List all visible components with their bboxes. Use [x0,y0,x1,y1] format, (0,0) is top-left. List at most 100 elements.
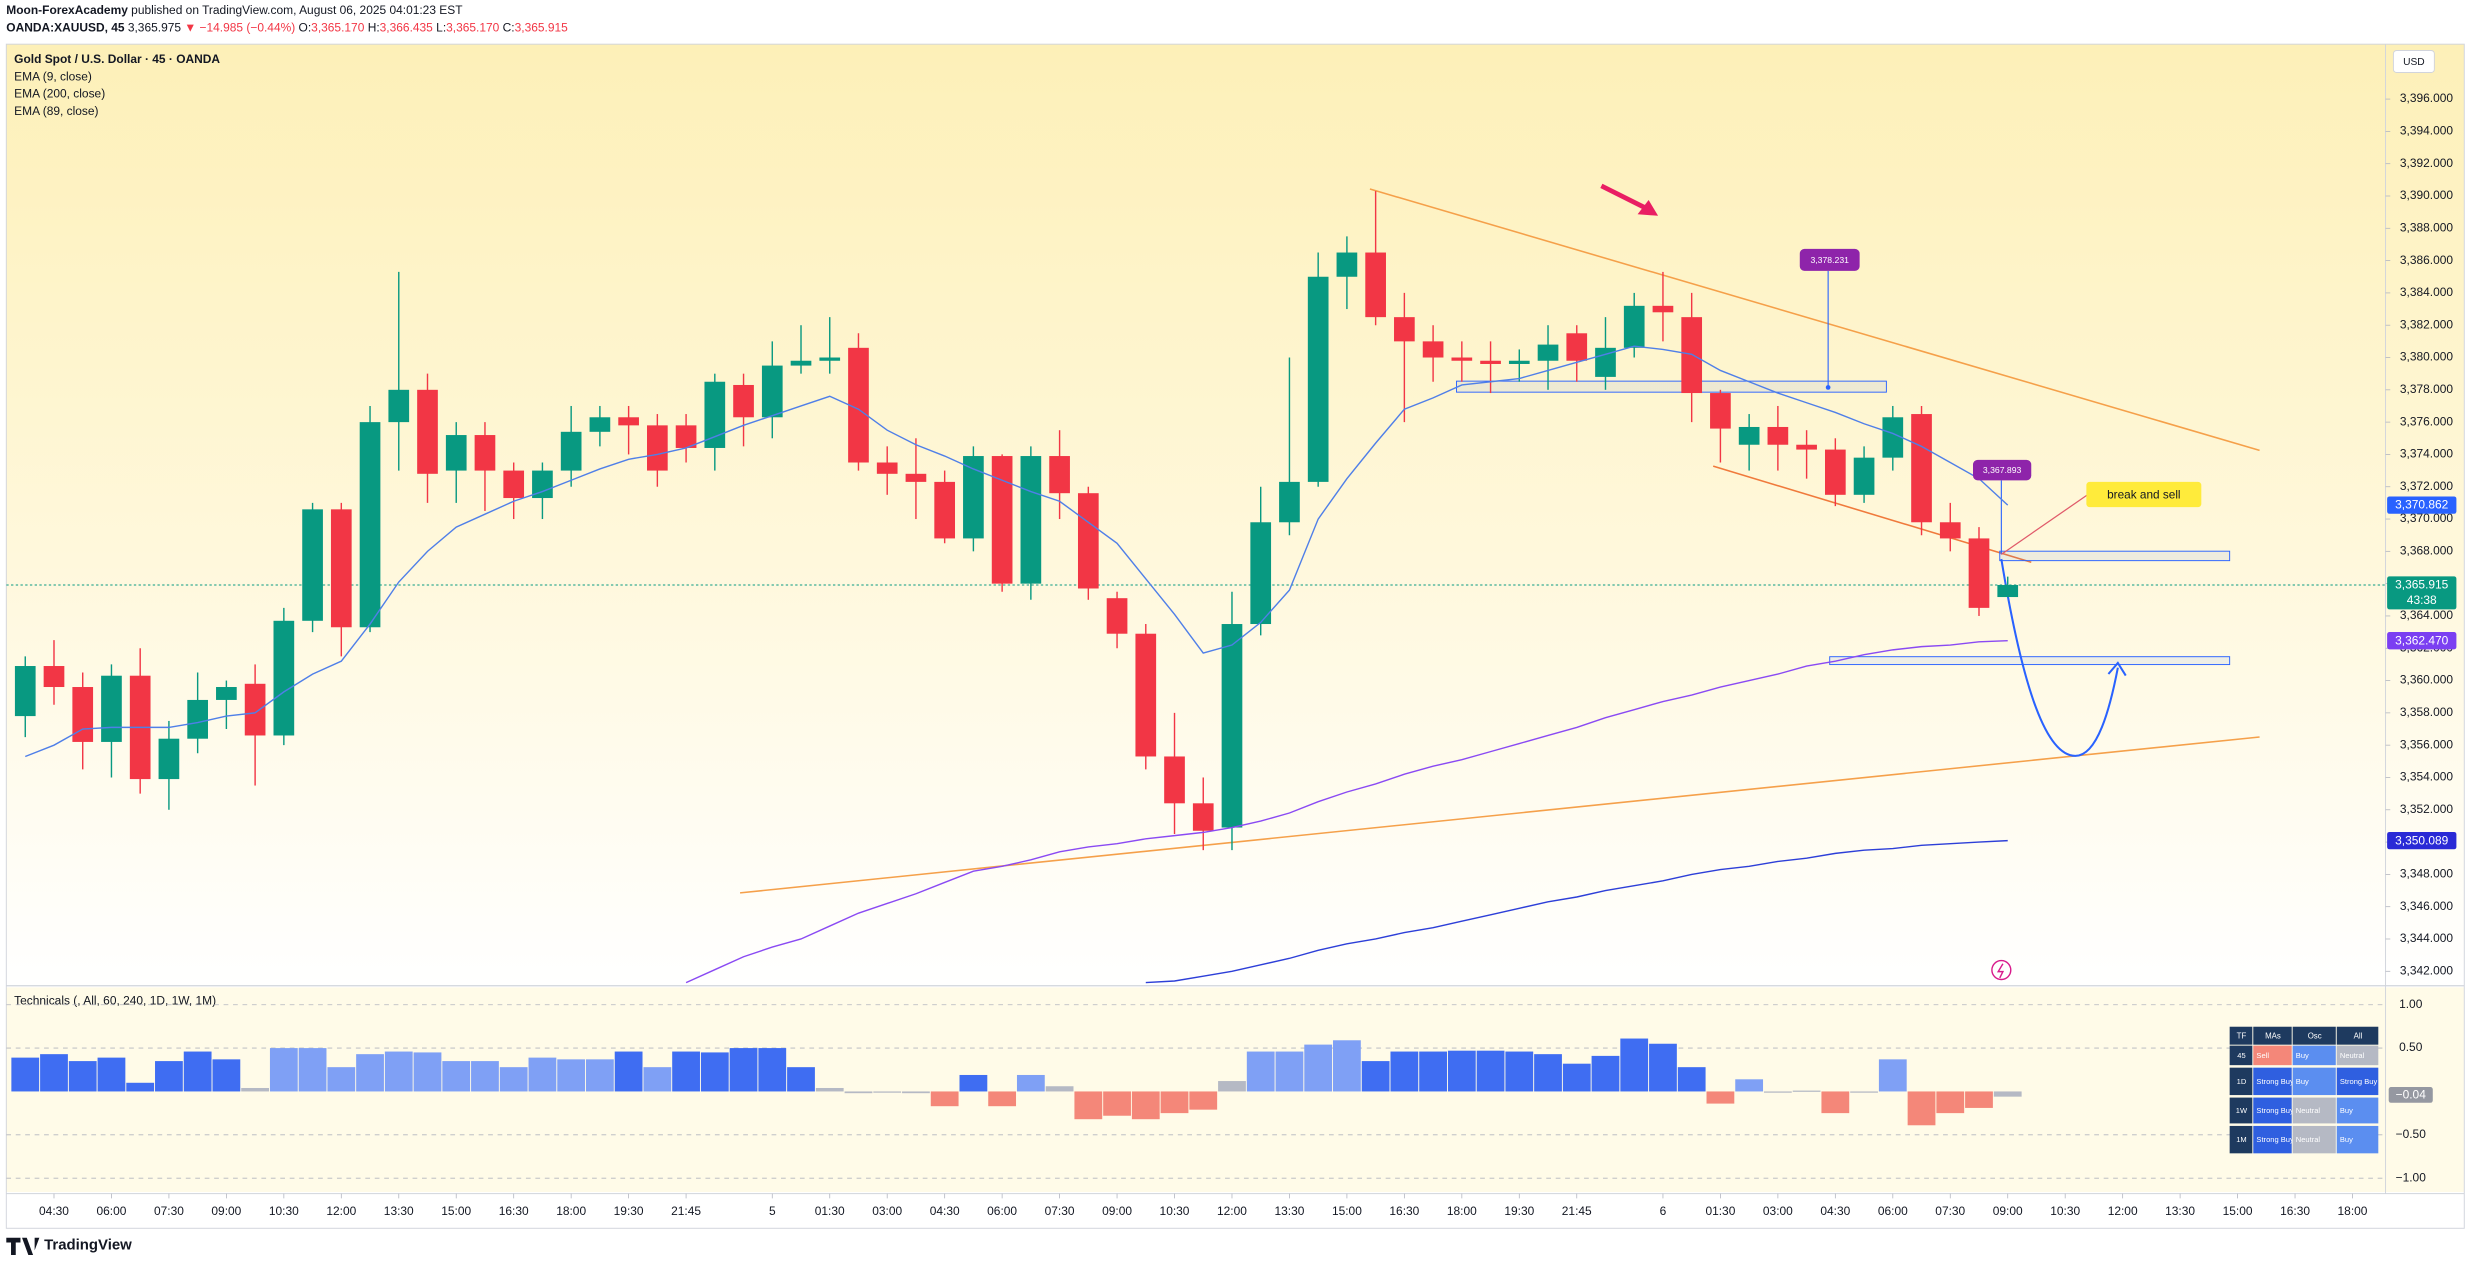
bar [700,1052,729,1092]
candle-body [187,699,208,739]
x-tick-label: 5 [769,1204,776,1218]
candle-body [761,365,783,418]
legend-entry: EMA (89, close) [14,104,98,118]
bar [40,1054,68,1092]
logo [6,1237,40,1256]
zone [1456,380,1887,393]
candle-body [1939,522,1961,539]
price-label-box [2387,632,2457,650]
table-cell [2292,1045,2336,1066]
table-cell [2336,1097,2379,1124]
y-tick-label: 3,342.000 [2400,963,2454,977]
zone [1999,550,2231,562]
candle-body [1623,305,1645,348]
bar [1821,1091,1850,1114]
x-tick-label: 13:30 [384,1204,414,1218]
table-cell-text: Neutral [2340,1051,2365,1060]
trendline [739,736,2260,894]
table-cell-text: Strong Buy [2256,1106,2294,1115]
bar [1505,1051,1534,1092]
candle-body [1652,305,1674,313]
bar [126,1082,155,1092]
table-cell [2229,1125,2253,1154]
ema-line [1145,839,2008,984]
table-cell-text: Buy [2340,1135,2353,1144]
candle-body [1882,417,1904,458]
table-cell [2292,1125,2336,1154]
x-tick-label: 15:00 [441,1204,471,1218]
candle-body [1077,493,1099,589]
x-tick-label: 16:30 [499,1204,529,1218]
table-cell [2253,1045,2292,1066]
candle-body [790,360,812,366]
bar [1649,1043,1677,1092]
trendline [1369,188,2260,452]
x-tick-label: 21:45 [671,1204,701,1218]
candle-body [1710,393,1731,429]
candle-body [1824,449,1846,495]
x-tick-label: 19:30 [1504,1204,1534,1218]
bar [1189,1091,1218,1110]
bar [183,1051,212,1092]
currency-box[interactable] [2392,49,2435,73]
candle-body [1968,538,1990,608]
published: published on TradingView.com, August 06,… [131,3,463,17]
bar [1160,1091,1189,1114]
bar [1936,1091,1965,1114]
table-cell [2229,1045,2253,1066]
bar [557,1059,586,1092]
candle-body [1537,344,1559,361]
x-tick-label: 09:00 [1102,1204,1132,1218]
bar [787,1067,815,1092]
x-tick-label: 19:30 [614,1204,644,1218]
candle-body [733,384,754,418]
bar [959,1074,988,1092]
ohlc-label: O: [299,21,312,35]
candle-body [1250,522,1272,625]
candle-body [560,431,582,471]
callout-dot [1825,385,1831,390]
event-icon[interactable] [1991,959,2012,981]
candle-body [1279,481,1300,523]
last-price: 3,365.975 [128,21,182,35]
bar [528,1057,557,1092]
table-cell-text: 1D [2237,1077,2247,1086]
bar [1965,1091,1993,1108]
bar [844,1091,873,1094]
table-cell [2336,1125,2379,1154]
bar [1275,1051,1304,1092]
bar [68,1061,97,1092]
table-cell [2336,1067,2379,1096]
y-tick-label: 3,392.000 [2400,156,2454,170]
price-label: 3,362.470 [2395,633,2449,647]
x-tick-label: 09:00 [211,1204,241,1218]
bar [1131,1091,1160,1120]
x-tick-label: 01:30 [815,1204,845,1218]
candle-body [330,509,352,628]
x-tick-label: 13:30 [2165,1204,2195,1218]
bar [1419,1051,1447,1092]
candle-body [1049,456,1070,494]
candle-body [704,381,726,448]
candle-body [445,435,467,471]
y-tick-label: 3,346.000 [2400,899,2454,913]
candle-body [675,425,697,448]
x-tick-label: 04:30 [39,1204,69,1218]
x-tick-label: 10:30 [269,1204,299,1218]
candle-body [359,422,381,628]
bar [930,1091,959,1107]
candle-body [1566,333,1588,361]
x-tick-label: 15:00 [2223,1204,2253,1218]
candle-body [503,470,525,499]
candle-body [1394,317,1415,342]
bar [815,1087,844,1092]
table-cell [2229,1097,2253,1124]
candle-body [302,509,323,621]
table-header: TF [2237,1031,2247,1040]
y-tick-label: 3,384.000 [2400,285,2454,299]
table-cell [2229,1067,2253,1096]
candle-body [1221,624,1243,828]
y-tick-label: −0.50 [2396,1127,2427,1141]
x-tick-label: 10:30 [1160,1204,1190,1218]
y-tick-label: 3,368.000 [2400,543,2454,557]
